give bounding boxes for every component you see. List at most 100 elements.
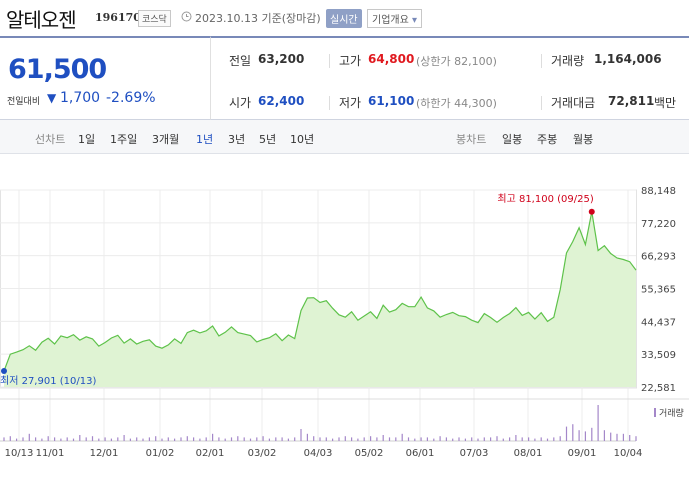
lower-limit: (하한가 44,300) (416, 97, 497, 110)
volume-bar (546, 438, 549, 441)
realtime-button[interactable]: 실시간 (326, 9, 362, 28)
volume-bar (439, 436, 441, 441)
amount-unit: 백만 (654, 96, 677, 110)
volume-bar (319, 437, 321, 441)
stock-name: 알테오젠 (6, 8, 77, 32)
down-arrow-icon: ▼ (47, 91, 57, 105)
base-date: 2023.10.13 기준(장마감) (195, 12, 321, 25)
volume-bar (344, 436, 346, 441)
volume-bar (540, 437, 542, 441)
price-area-fill (4, 211, 636, 387)
period-3y[interactable]: 3년 (228, 133, 246, 146)
volume-bar (414, 438, 416, 441)
volume-bar (338, 437, 340, 441)
volume-bar (287, 438, 289, 441)
stock-code: 196170 (95, 11, 141, 24)
volume-bar (199, 438, 201, 441)
y-tick-label: 77,220 (641, 219, 676, 230)
volume-bar (458, 437, 460, 441)
company-overview-label: 기업개요 (372, 15, 409, 26)
low-label: 저가 (339, 96, 362, 110)
price-line (3, 211, 637, 372)
volume-bar (496, 436, 498, 441)
price-change: 1,700 (60, 90, 101, 106)
volume-bar (565, 426, 568, 441)
min-marker (1, 368, 7, 375)
volume-bar (243, 437, 245, 441)
volume-bar (104, 437, 106, 441)
volume-bar (591, 427, 593, 441)
current-price: 61,500 (8, 54, 107, 85)
volume-bar (382, 435, 384, 441)
price-stats: 전일 63,200 고가 64,800 (상한가 82,100) 거래량 1,1… (210, 36, 689, 120)
volume-bar (142, 438, 144, 441)
volume-legend-swatch (654, 408, 656, 417)
volume-bar (370, 436, 372, 441)
volume-bar (174, 438, 176, 441)
volume-bar (553, 437, 555, 441)
volume-bar (230, 437, 233, 441)
volume-bar (477, 438, 479, 441)
volume-bar (91, 436, 94, 441)
company-overview-dropdown[interactable]: 기업개요 ▾ (367, 9, 423, 28)
volume-bar (155, 436, 157, 441)
x-tick-label: 09/01 (568, 448, 597, 459)
chevron-down-icon: ▾ (412, 15, 418, 26)
volume-bar (136, 437, 138, 441)
volume-bar (256, 437, 258, 441)
volume-bar (275, 437, 277, 441)
x-tick-label: 08/01 (514, 448, 543, 459)
y-tick-label: 55,365 (641, 285, 676, 296)
period-3m[interactable]: 3개월 (152, 133, 180, 146)
volume-bar (16, 438, 18, 441)
volume-bar (193, 437, 195, 441)
period-5y[interactable]: 5년 (259, 133, 277, 146)
volume-bar (401, 433, 403, 441)
volume-bar (426, 437, 428, 441)
price-chart: 88,148 77,220 66,293 55,365 44,437 33,509 22,5… (0, 154, 689, 475)
volume-bar (129, 438, 131, 441)
divider (541, 96, 542, 110)
x-tick-label: 06/01 (406, 448, 435, 459)
volume-bar (85, 437, 87, 441)
volume-bar (306, 433, 308, 441)
x-tick-label: 07/03 (460, 448, 489, 459)
candle-daily[interactable]: 일봉 (502, 133, 523, 146)
candle-monthly[interactable]: 월봉 (573, 133, 594, 146)
volume-bar (578, 430, 580, 441)
period-1d[interactable]: 1일 (78, 133, 96, 146)
volume-bar (54, 437, 56, 441)
volume-bar (212, 433, 214, 441)
volume-bar (445, 437, 447, 441)
volume-bar (180, 437, 182, 441)
volume-bar (47, 436, 49, 441)
chart-period-bar: 선차트 1일 1주일 3개월 1년 3년 5년 10년 봉차트 일봉 주봉 월봉 (0, 120, 689, 154)
period-1w[interactable]: 1주일 (110, 133, 138, 146)
volume-bar (110, 438, 112, 441)
candle-weekly[interactable]: 주봉 (537, 133, 558, 146)
volume-bar (262, 436, 264, 441)
x-tick-label: 12/01 (90, 448, 119, 459)
volume-bar (294, 437, 296, 441)
volume-bar (28, 433, 30, 441)
volume-bar (313, 436, 315, 441)
max-label: 최고 81,100 (09/25) (497, 193, 593, 205)
volume-bar (420, 437, 422, 441)
volume-bar (148, 437, 150, 441)
period-10y[interactable]: 10년 (290, 133, 315, 146)
volume-legend-label: 거래량 (659, 407, 684, 419)
volume-bar (509, 437, 511, 441)
clock-icon (181, 11, 192, 25)
period-1y[interactable]: 1년 (196, 133, 214, 146)
price-change-percent: -2.69% (106, 90, 156, 106)
change-label: 전일대비 (7, 97, 41, 107)
prev-close-value: 63,200 (258, 52, 305, 66)
volume-bar (464, 438, 466, 441)
volume-bar (603, 430, 605, 441)
volume-bar (584, 431, 586, 441)
volume-bar (60, 438, 62, 441)
x-tick-label: 02/01 (196, 448, 225, 459)
volume-bar (9, 436, 11, 441)
volume-bar (72, 438, 75, 441)
volume-bar (35, 437, 37, 441)
